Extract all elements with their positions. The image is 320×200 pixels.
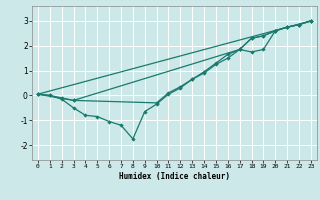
X-axis label: Humidex (Indice chaleur): Humidex (Indice chaleur) [119, 172, 230, 181]
